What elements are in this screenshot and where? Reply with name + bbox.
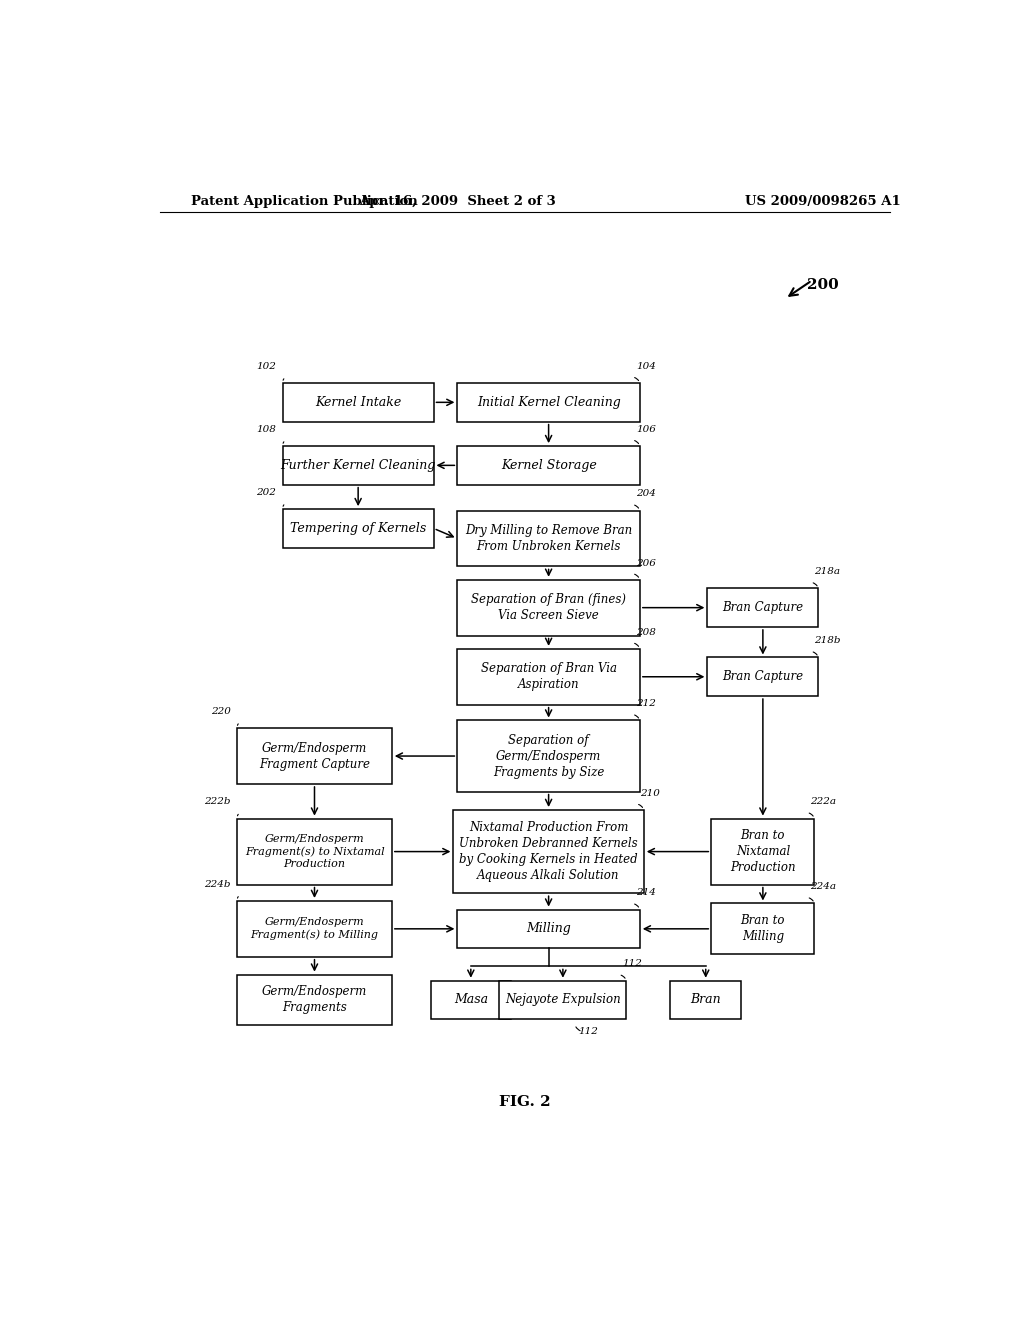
Text: 104: 104 bbox=[636, 362, 655, 371]
FancyBboxPatch shape bbox=[670, 981, 741, 1019]
Text: Germ/Endosperm
Fragments: Germ/Endosperm Fragments bbox=[262, 986, 368, 1015]
Text: Further Kernel Cleaning: Further Kernel Cleaning bbox=[281, 459, 436, 471]
Text: Patent Application Publication: Patent Application Publication bbox=[191, 194, 418, 207]
Text: Separation of Bran (fines)
Via Screen Sieve: Separation of Bran (fines) Via Screen Si… bbox=[471, 593, 626, 622]
Text: US 2009/0098265 A1: US 2009/0098265 A1 bbox=[744, 194, 900, 207]
Text: 208: 208 bbox=[636, 627, 655, 636]
FancyBboxPatch shape bbox=[712, 903, 814, 954]
Text: Tempering of Kernels: Tempering of Kernels bbox=[290, 521, 426, 535]
Text: Kernel Storage: Kernel Storage bbox=[501, 459, 597, 471]
Text: 204: 204 bbox=[636, 490, 655, 499]
Text: Germ/Endosperm
Fragment(s) to Milling: Germ/Endosperm Fragment(s) to Milling bbox=[251, 917, 379, 940]
Text: 218b: 218b bbox=[814, 636, 841, 645]
Text: Nejayote Expulsion: Nejayote Expulsion bbox=[505, 994, 621, 1006]
Text: Dry Milling to Remove Bran
From Unbroken Kernels: Dry Milling to Remove Bran From Unbroken… bbox=[465, 524, 632, 553]
FancyBboxPatch shape bbox=[708, 589, 818, 627]
Text: Bran to
Nixtamal
Production: Bran to Nixtamal Production bbox=[730, 829, 796, 874]
FancyBboxPatch shape bbox=[458, 909, 640, 948]
Text: Separation of Bran Via
Aspiration: Separation of Bran Via Aspiration bbox=[480, 663, 616, 692]
FancyBboxPatch shape bbox=[500, 981, 627, 1019]
Text: Nixtamal Production From
Unbroken Debranned Kernels
by Cooking Kernels in Heated: Nixtamal Production From Unbroken Debran… bbox=[460, 821, 638, 882]
Text: 112: 112 bbox=[579, 1027, 599, 1036]
Text: 106: 106 bbox=[636, 425, 655, 434]
Text: Kernel Intake: Kernel Intake bbox=[315, 396, 401, 409]
Text: Separation of
Germ/Endosperm
Fragments by Size: Separation of Germ/Endosperm Fragments b… bbox=[493, 734, 604, 779]
Text: Bran to
Milling: Bran to Milling bbox=[740, 915, 785, 944]
FancyBboxPatch shape bbox=[458, 383, 640, 421]
Text: 212: 212 bbox=[636, 700, 655, 709]
Text: 206: 206 bbox=[636, 558, 655, 568]
Text: 200: 200 bbox=[807, 279, 839, 293]
Text: 222b: 222b bbox=[204, 797, 230, 807]
FancyBboxPatch shape bbox=[458, 511, 640, 566]
Text: Masa: Masa bbox=[454, 994, 487, 1006]
Text: 102: 102 bbox=[257, 362, 276, 371]
Text: 202: 202 bbox=[257, 488, 276, 496]
FancyBboxPatch shape bbox=[238, 900, 392, 957]
Text: Initial Kernel Cleaning: Initial Kernel Cleaning bbox=[477, 396, 621, 409]
Text: Germ/Endosperm
Fragment Capture: Germ/Endosperm Fragment Capture bbox=[259, 742, 370, 771]
Text: 218a: 218a bbox=[814, 568, 841, 576]
Text: Milling: Milling bbox=[526, 923, 571, 936]
FancyBboxPatch shape bbox=[283, 383, 433, 421]
Text: 112: 112 bbox=[623, 960, 642, 969]
FancyBboxPatch shape bbox=[238, 974, 392, 1026]
Text: Bran: Bran bbox=[690, 994, 721, 1006]
FancyBboxPatch shape bbox=[458, 721, 640, 792]
FancyBboxPatch shape bbox=[458, 649, 640, 705]
FancyBboxPatch shape bbox=[238, 818, 392, 884]
Text: FIG. 2: FIG. 2 bbox=[499, 1094, 551, 1109]
FancyBboxPatch shape bbox=[712, 818, 814, 884]
FancyBboxPatch shape bbox=[283, 510, 433, 548]
Text: 224b: 224b bbox=[204, 879, 230, 888]
FancyBboxPatch shape bbox=[238, 729, 392, 784]
Text: Germ/Endosperm
Fragment(s) to Nixtamal
Production: Germ/Endosperm Fragment(s) to Nixtamal P… bbox=[245, 834, 384, 870]
Text: 220: 220 bbox=[211, 708, 230, 715]
FancyBboxPatch shape bbox=[458, 446, 640, 484]
Text: Apr. 16, 2009  Sheet 2 of 3: Apr. 16, 2009 Sheet 2 of 3 bbox=[359, 194, 556, 207]
FancyBboxPatch shape bbox=[458, 579, 640, 636]
Text: 108: 108 bbox=[257, 425, 276, 434]
FancyBboxPatch shape bbox=[454, 810, 644, 894]
Text: Bran Capture: Bran Capture bbox=[722, 671, 804, 684]
Text: 224a: 224a bbox=[811, 882, 837, 891]
Text: 210: 210 bbox=[640, 789, 659, 797]
FancyBboxPatch shape bbox=[431, 981, 511, 1019]
FancyBboxPatch shape bbox=[283, 446, 433, 484]
FancyBboxPatch shape bbox=[708, 657, 818, 696]
Text: 222a: 222a bbox=[811, 797, 837, 807]
Text: 214: 214 bbox=[636, 888, 655, 898]
Text: Bran Capture: Bran Capture bbox=[722, 601, 804, 614]
